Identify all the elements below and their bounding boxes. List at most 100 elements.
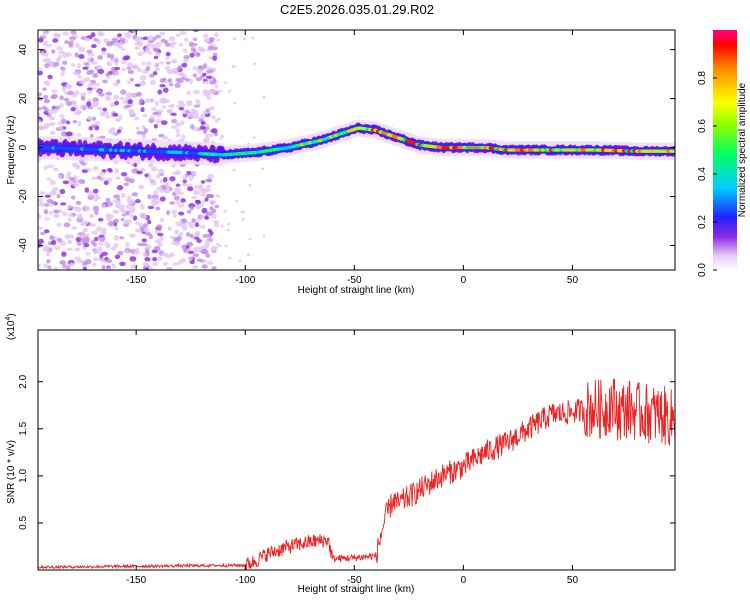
noise-point [227,89,232,93]
noise-point [175,33,181,38]
noise-point [113,94,120,100]
noise-point [66,120,71,125]
noise-point [76,213,83,220]
noise-point [60,202,67,206]
noise-point [184,37,189,42]
noise-point [106,201,114,207]
noise-point [59,260,66,265]
noise-point [44,63,50,69]
noise-point [144,46,151,53]
noise-point [126,66,132,70]
noise-point [251,36,255,40]
noise-point [217,117,221,121]
noise-point [100,203,107,208]
noise-point [127,80,132,84]
noise-point [120,60,127,65]
noise-point [206,96,212,101]
noise-point [164,65,171,71]
noise-point [67,217,72,222]
noise-point [113,242,119,249]
noise-point [171,240,178,245]
noise-point [157,89,163,95]
noise-point [83,62,90,66]
noise-point [49,116,55,121]
noise-point [248,237,252,241]
noise-point [96,106,103,111]
y-tick-label: 0.5 [18,516,29,530]
noise-point [192,253,200,258]
noise-point [219,137,223,140]
noise-point [156,186,163,191]
x-tick-label: -150 [126,275,146,286]
noise-point [155,34,162,39]
noise-point [62,52,69,59]
spectrogram-ticks: -150 -100 -50 0 50 -40 -20 0 20 40 [18,30,675,286]
noise-point [125,203,132,210]
y-tick-label: 20 [18,93,29,105]
noise-point [138,184,144,190]
noise-point [87,82,94,88]
noise-point [38,119,42,123]
noise-point [123,249,128,254]
noise-point [171,164,176,168]
noise-point [144,267,150,270]
noise-point [206,66,212,71]
noise-point [187,186,194,192]
noise-point [92,205,100,212]
noise-point [135,126,140,131]
noise-point [147,35,154,41]
noise-point [70,63,76,67]
noise-point [189,233,194,239]
noise-point [82,266,87,270]
noise-point [119,236,125,240]
noise-point [174,187,182,193]
noise-point [120,217,125,222]
noise-point [60,118,67,124]
noise-point [80,233,86,239]
noise-point [150,107,158,112]
noise-point [70,30,77,35]
noise-point [101,251,108,256]
noise-point [57,174,63,179]
noise-point [162,261,169,266]
noise-point [89,213,95,219]
noise-point [175,133,181,138]
noise-point [119,96,125,101]
noise-point [140,107,145,113]
noise-point [113,72,120,76]
noise-point [46,177,52,181]
noise-point [38,213,42,220]
noise-point [175,183,181,187]
noise-point [131,93,138,98]
noise-point [195,199,201,205]
noise-point [53,209,60,214]
x-tick-label: 50 [567,575,579,586]
noise-point [137,51,144,57]
noise-point [101,51,107,55]
noise-point [159,98,166,103]
noise-point [76,133,82,137]
noise-point [106,52,112,59]
noise-point [109,126,116,132]
colorbar: 0.0 0.2 0.4 0.6 0.8 Normalized spectral ampl… [697,30,748,277]
noise-point [153,245,161,251]
noise-point [97,217,104,222]
noise-point [117,250,124,256]
noise-point [105,213,111,218]
noise-point [43,40,49,45]
noise-point [203,123,210,128]
noise-point [133,249,140,255]
noise-point [147,219,152,225]
noise-point [106,41,113,47]
noise-point [132,64,139,69]
noise-point [84,205,90,212]
x-tick-label: 50 [567,275,579,286]
noise-point [145,231,152,236]
noise-point [129,256,137,262]
noise-point [38,107,42,111]
noise-point [71,226,77,231]
noise-point [177,202,185,208]
snr-panel: -150 -100 -50 0 50 0.5 1.0 1.5 2.0 Height of str… [5,313,676,595]
noise-point [202,233,209,238]
snr-scale-label: (x104) [5,313,17,340]
